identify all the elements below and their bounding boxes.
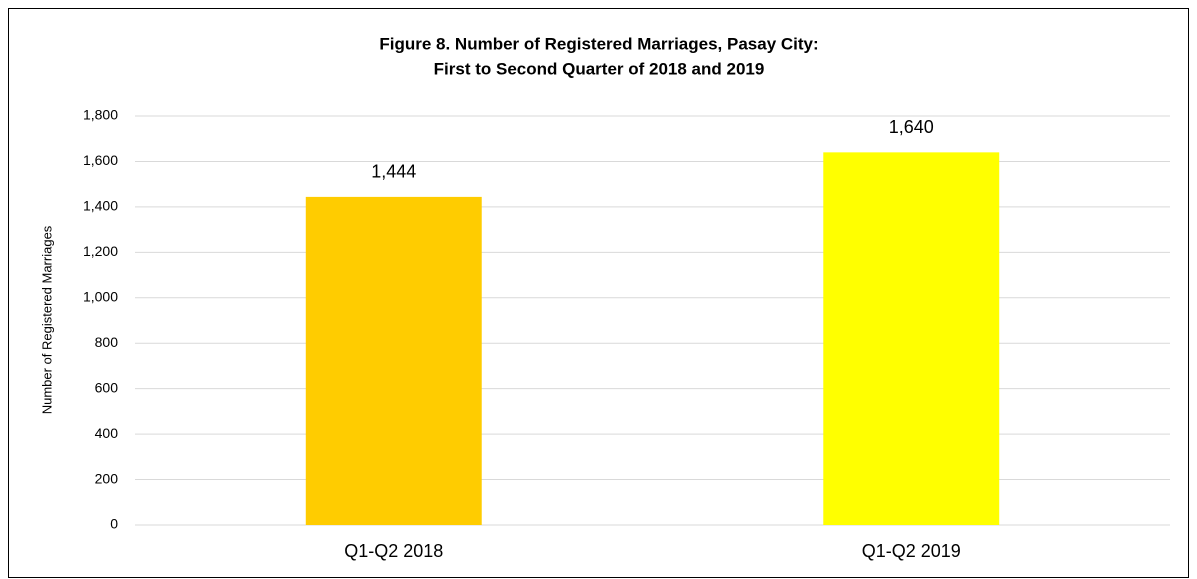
y-tick-label: 1,400 xyxy=(83,198,118,214)
y-tick-label: 0 xyxy=(110,516,118,532)
y-tick-label: 1,200 xyxy=(83,243,118,259)
y-tick-label: 200 xyxy=(95,470,119,486)
y-tick-label: 1,600 xyxy=(83,152,118,168)
chart-title: Figure 8. Number of Registered Marriages… xyxy=(379,34,818,53)
x-tick-label: Q1-Q2 2018 xyxy=(344,541,443,561)
x-tick-label: Q1-Q2 2019 xyxy=(862,541,961,561)
bar xyxy=(305,196,482,525)
chart-title: First to Second Quarter of 2018 and 2019 xyxy=(434,59,765,78)
bar xyxy=(823,152,1000,525)
y-tick-label: 400 xyxy=(95,425,119,441)
chart-border xyxy=(8,8,1189,578)
y-tick-label: 1,800 xyxy=(83,107,118,123)
y-tick-label: 600 xyxy=(95,379,119,395)
y-axis-label: Number of Registered Marriages xyxy=(39,225,54,414)
data-label: 1,444 xyxy=(371,162,416,182)
data-label: 1,640 xyxy=(889,117,934,137)
y-tick-label: 1,000 xyxy=(83,288,118,304)
y-tick-label: 800 xyxy=(95,334,119,350)
